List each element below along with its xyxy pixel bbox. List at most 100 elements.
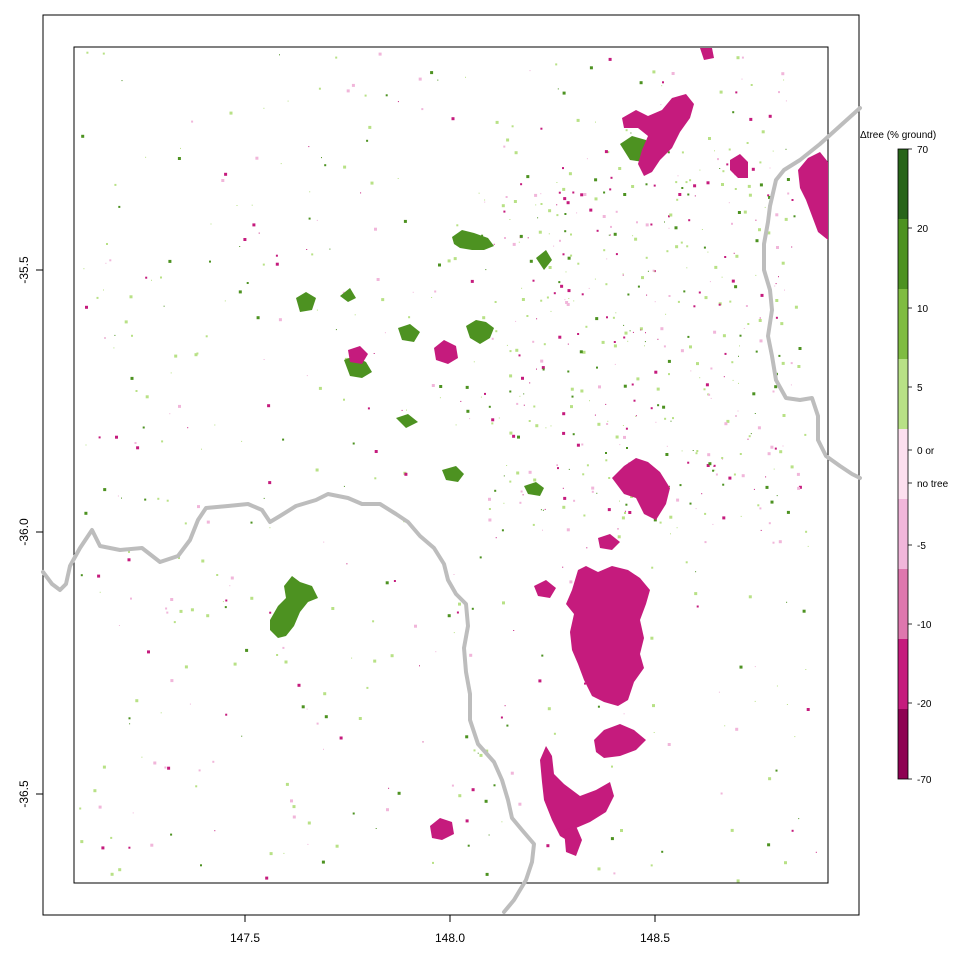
- pixel-speckle: [114, 183, 117, 186]
- pixel-speckle: [323, 748, 324, 750]
- patch-gain-9: [398, 324, 420, 342]
- pixel-speckle: [689, 179, 692, 182]
- pixel-speckle: [707, 453, 711, 457]
- pixel-speckle: [323, 541, 325, 543]
- pixel-speckle: [580, 193, 584, 197]
- pixel-speckle: [712, 469, 715, 472]
- pixel-speckle: [381, 298, 385, 302]
- pixel-speckle: [529, 70, 531, 72]
- pixel-speckle: [591, 490, 594, 493]
- patch-gain-8: [296, 292, 316, 312]
- pixel-speckle: [794, 736, 796, 738]
- pixel-speckle: [601, 340, 605, 344]
- pixel-speckle: [721, 276, 723, 278]
- pixel-speckle: [85, 305, 88, 309]
- pixel-speckle: [652, 269, 655, 272]
- pixel-speckle: [746, 142, 749, 144]
- pixel-speckle: [785, 148, 787, 150]
- pixel-speckle: [776, 685, 778, 687]
- pixel-speckle: [586, 158, 588, 160]
- pixel-speckle: [607, 508, 611, 512]
- pixel-speckle: [804, 433, 807, 436]
- pixel-speckle: [117, 495, 119, 497]
- pixel-speckle: [335, 844, 339, 848]
- pixel-speckle: [630, 132, 632, 134]
- pixel-speckle: [404, 472, 408, 476]
- pixel-speckle: [151, 279, 152, 281]
- patch-gain-1: [452, 230, 494, 250]
- pixel-speckle: [750, 433, 752, 435]
- pixel-speckle: [585, 325, 588, 328]
- pixel-speckle: [179, 609, 183, 613]
- pixel-speckle: [603, 191, 606, 194]
- pixel-speckle: [722, 170, 725, 173]
- pixel-speckle: [798, 485, 802, 489]
- pixel-speckle: [562, 187, 566, 191]
- legend-bin: [898, 359, 908, 429]
- pixel-speckle: [397, 791, 401, 795]
- pixel-speckle: [540, 359, 544, 363]
- pixel-speckle: [651, 566, 654, 569]
- legend-labels: 70 20 10 5 0 or no tree -5 -10 -20 -70: [917, 145, 949, 786]
- pixel-speckle: [749, 117, 753, 121]
- pixel-speckle: [625, 503, 628, 506]
- patch-gain-10: [536, 250, 552, 270]
- pixel-speckle: [364, 94, 367, 97]
- pixel-speckle: [797, 486, 801, 490]
- pixel-speckle: [473, 749, 476, 752]
- pixel-speckle: [519, 234, 523, 238]
- pixel-speckle: [190, 608, 194, 612]
- pixel-speckle: [668, 373, 670, 376]
- pixel-speckle: [704, 296, 708, 300]
- pixel-speckle: [721, 458, 723, 460]
- pixel-speckle: [214, 830, 216, 832]
- pixel-speckle: [418, 77, 422, 81]
- pixel-speckle: [504, 705, 506, 707]
- pixel-speckle: [705, 383, 709, 387]
- pixel-speckle: [128, 717, 131, 720]
- patch-gain-5: [524, 482, 544, 496]
- y-axis: [36, 269, 43, 795]
- pixel-speckle: [458, 794, 462, 798]
- pixel-speckle: [617, 535, 621, 539]
- pixel-speckle: [431, 384, 435, 387]
- pixel-speckle: [121, 80, 123, 82]
- legend-title: Δtree (% ground): [860, 130, 936, 141]
- patch-loss-11: [598, 534, 620, 550]
- pixel-speckle: [473, 361, 475, 363]
- pixel-speckle: [735, 254, 739, 258]
- pixel-speckle: [791, 246, 793, 248]
- pixel-speckle: [548, 233, 550, 235]
- pixel-speckle: [373, 353, 375, 354]
- pixel-speckle: [130, 597, 132, 600]
- pixel-speckle: [597, 705, 600, 708]
- pixel-speckle: [577, 262, 580, 265]
- pixel-speckle: [195, 785, 198, 788]
- pixel-speckle: [553, 245, 555, 247]
- pixel-speckle: [145, 395, 149, 399]
- pixel-speckle: [633, 399, 636, 402]
- pixel-speckle: [786, 704, 788, 705]
- pixel-speckle: [576, 212, 578, 214]
- pixel-speckle: [631, 383, 634, 386]
- pixel-speckle: [342, 291, 345, 294]
- pixel-speckle: [606, 316, 608, 319]
- pixel-speckle: [515, 348, 519, 352]
- pixel-speckle: [778, 540, 782, 544]
- pixel-speckle: [603, 249, 606, 252]
- pixel-speckle: [550, 425, 552, 427]
- pixel-speckle: [573, 499, 576, 502]
- pixel-speckle: [177, 157, 181, 160]
- pixel-speckle: [678, 193, 682, 196]
- pixel-speckle: [323, 692, 327, 696]
- pixel-speckle: [759, 161, 762, 164]
- pixel-speckle: [722, 334, 726, 338]
- patch-loss-7: [434, 340, 458, 364]
- pixel-speckle: [668, 215, 670, 218]
- pixel-speckle: [206, 614, 210, 618]
- pixel-speckle: [309, 191, 311, 193]
- pixel-speckle: [301, 705, 305, 709]
- pixel-speckle: [764, 206, 766, 208]
- pixel-speckle: [567, 343, 569, 345]
- pixel-speckle: [346, 89, 350, 93]
